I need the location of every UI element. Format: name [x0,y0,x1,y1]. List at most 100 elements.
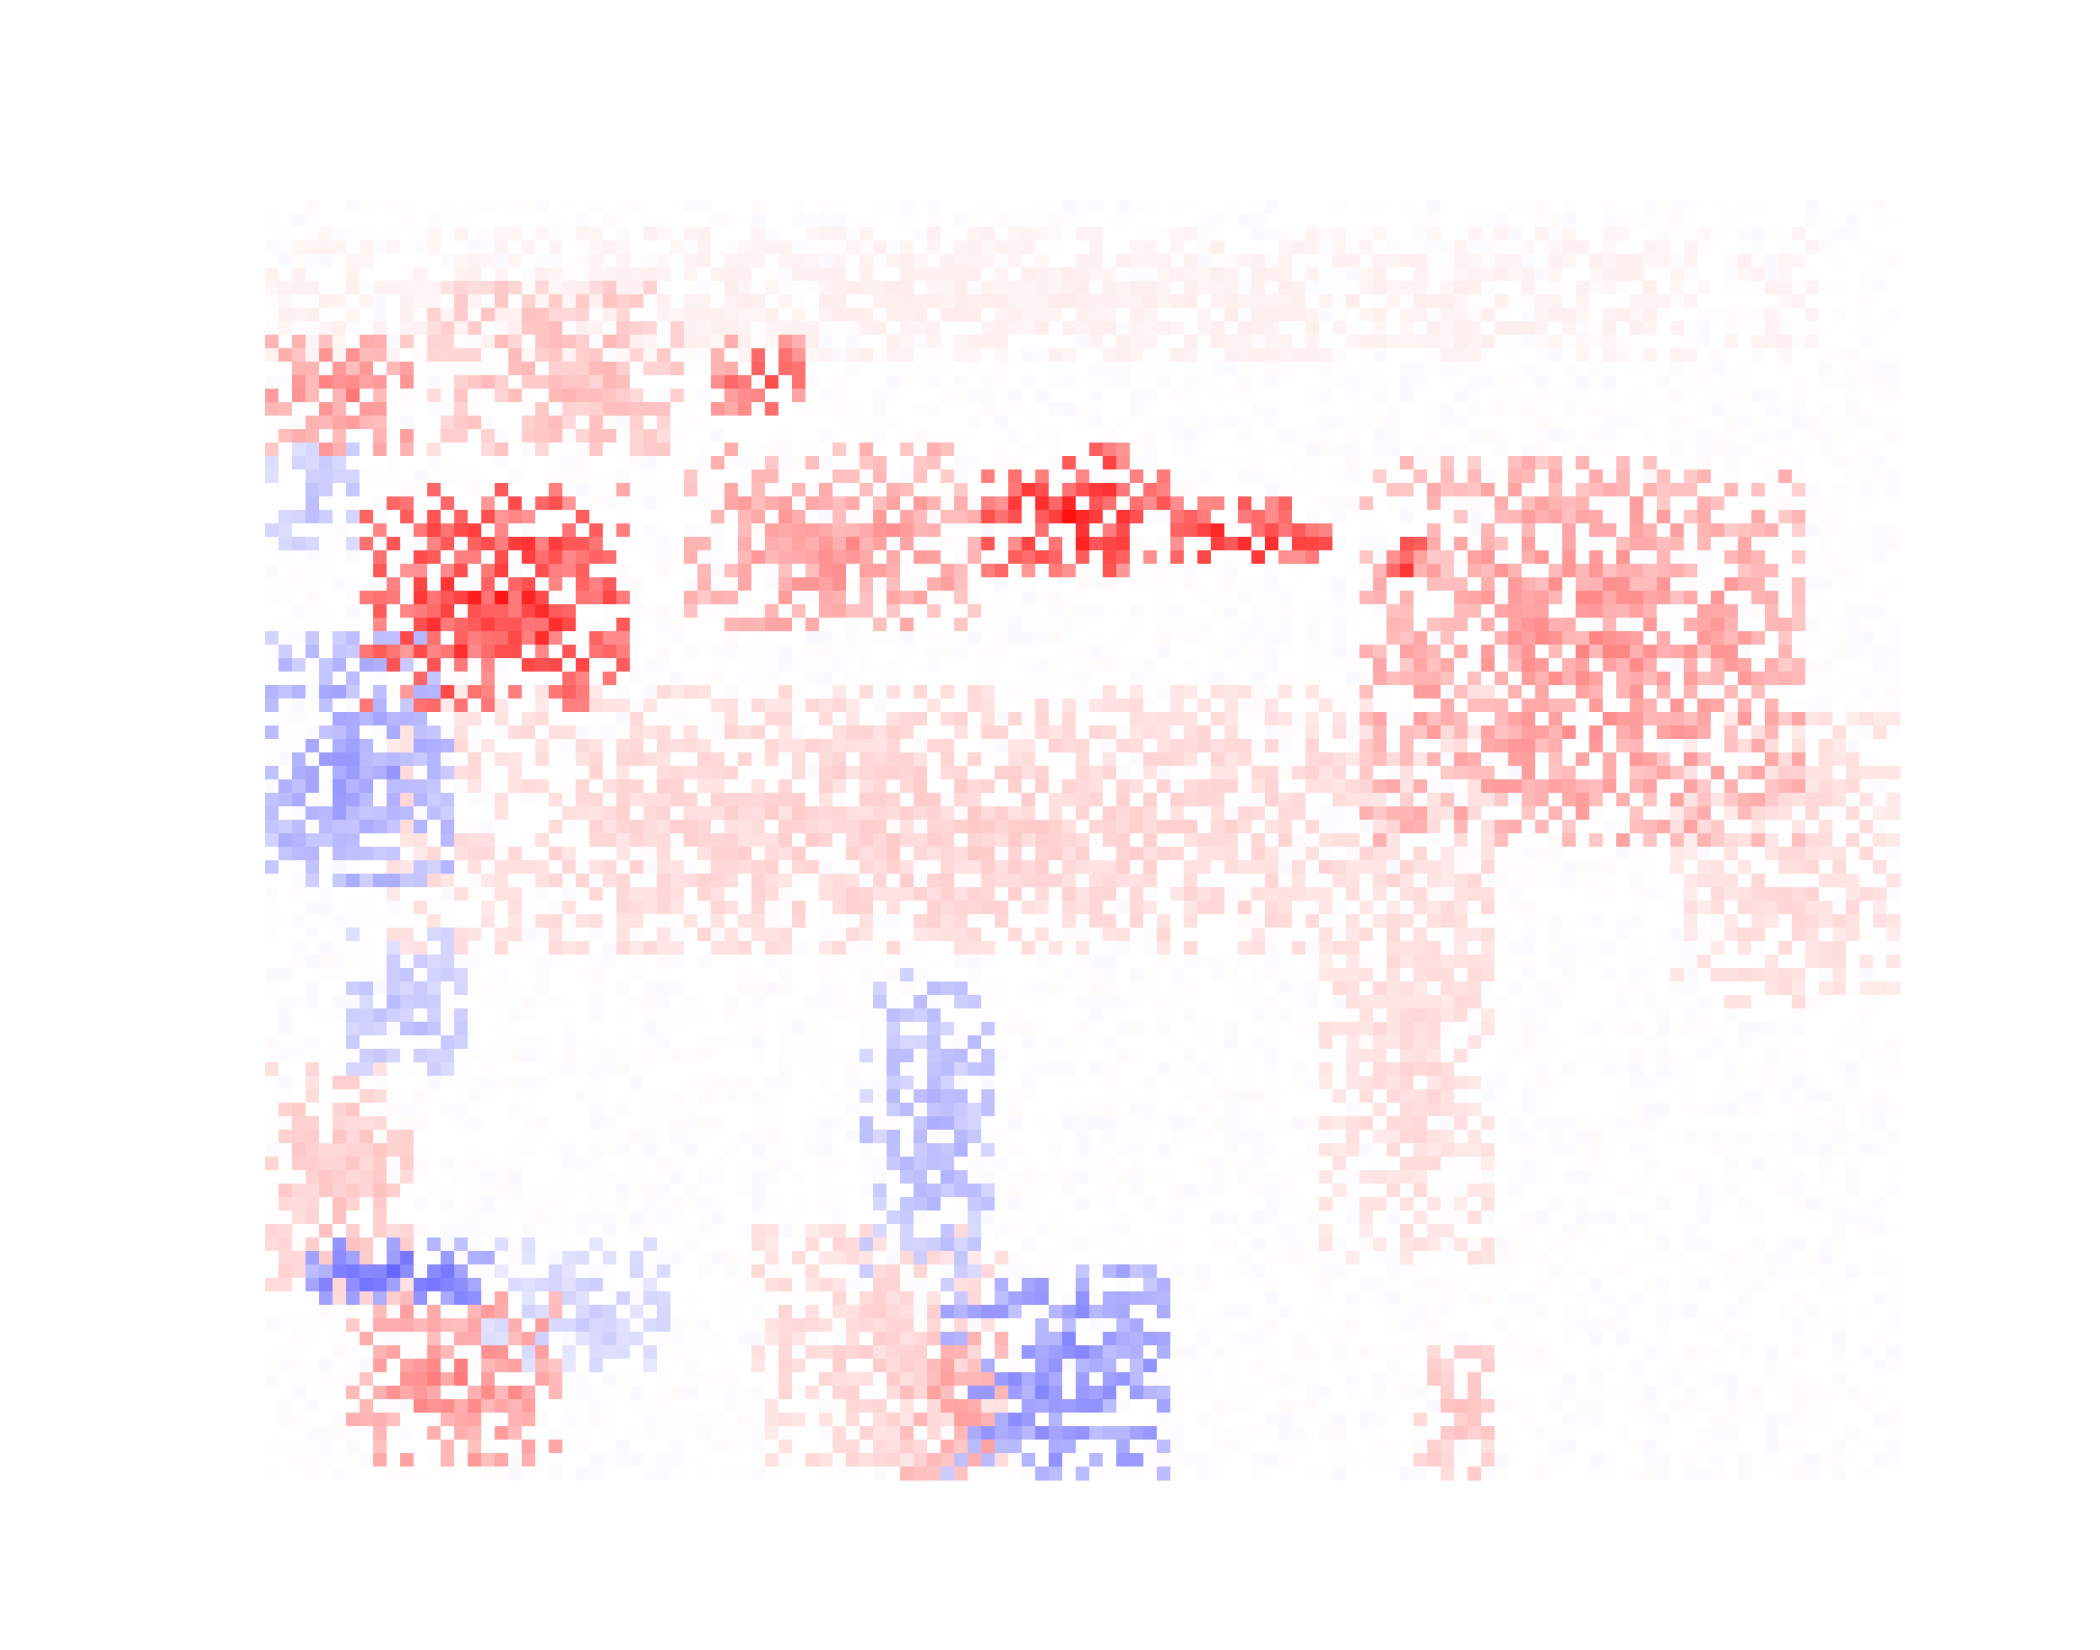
heatmap-cell [1751,294,1766,309]
heatmap-cell [940,388,955,403]
heatmap-cell [629,442,644,457]
heatmap-cell [1616,550,1631,565]
heatmap-cell [494,469,509,484]
heatmap-cell [1156,200,1171,215]
heatmap-cell [859,375,874,390]
heatmap-cell [1737,375,1752,390]
heatmap-cell [1048,388,1063,403]
heatmap-cell [454,644,469,659]
heatmap-cell [1589,402,1604,417]
heatmap-cell [413,712,428,727]
heatmap-cell [1710,725,1725,740]
heatmap-cell [994,213,1009,228]
heatmap-cell [1156,536,1171,551]
heatmap-cell [1305,496,1320,511]
heatmap-cell [656,523,671,538]
heatmap-cell [1886,280,1901,295]
heatmap-cell [616,280,631,295]
heatmap-cell [670,671,685,686]
heatmap-cell [1075,698,1090,713]
heatmap-cell [265,213,280,228]
heatmap-cell [1535,536,1550,551]
heatmap-cell [1751,280,1766,295]
heatmap-cell [913,321,928,336]
heatmap-cell [1764,200,1779,215]
heatmap-cell [1075,375,1090,390]
heatmap-cell [1805,388,1820,403]
heatmap-cell [1602,590,1617,605]
heatmap-cell [1170,725,1185,740]
heatmap-cell [494,752,509,767]
heatmap-cell [791,415,807,430]
heatmap-cell [1859,469,1874,484]
heatmap-cell [521,523,536,538]
heatmap-cell [1035,280,1050,295]
heatmap-cell [1467,685,1482,700]
heatmap-cell [1373,226,1388,242]
heatmap-cell [1264,617,1280,632]
heatmap-cell [1805,725,1820,740]
heatmap-cell [1454,402,1469,417]
heatmap-cell [1345,253,1361,268]
heatmap-cell [1197,577,1212,592]
heatmap-cell [656,321,671,336]
heatmap-cell [400,712,415,727]
heatmap-cell [791,321,807,336]
heatmap-cell [1656,361,1671,376]
heatmap-cell [1089,523,1104,538]
heatmap-cell [1156,482,1171,498]
heatmap-cell [1832,294,1847,309]
heatmap-cell [683,361,698,376]
heatmap-cell [1062,226,1077,242]
heatmap-cell [1210,415,1225,430]
heatmap-cell [1183,226,1198,242]
heatmap-cell [927,253,942,268]
heatmap-cell [1454,523,1469,538]
heatmap-cell [1818,590,1834,605]
heatmap-cell [1764,240,1779,255]
heatmap-cell [791,267,807,282]
heatmap-cell [1467,307,1482,322]
heatmap-cell [967,644,982,659]
heatmap-cell [1062,644,1077,659]
heatmap-cell [292,658,307,673]
heatmap-cell [1494,240,1509,255]
heatmap-cell [643,671,658,686]
heatmap-cell [1156,280,1171,295]
heatmap-cell [508,536,523,551]
heatmap-cell [1237,402,1252,417]
heatmap-cell [481,482,496,498]
heatmap-cell [575,442,590,457]
heatmap-cell [386,294,401,309]
heatmap-cell [1872,348,1888,363]
heatmap-cell [427,361,442,376]
heatmap-cell [1602,361,1617,376]
heatmap-cell [994,685,1009,700]
heatmap-cell [1116,321,1131,336]
heatmap-cell [292,226,307,242]
heatmap-cell [670,267,685,282]
heatmap-cell [1859,617,1874,632]
heatmap-cell [1345,523,1361,538]
heatmap-cell [427,388,442,403]
heatmap-cell [602,644,617,659]
heatmap-cell [805,563,820,578]
heatmap-cell [1224,213,1239,228]
heatmap-cell [346,725,361,740]
heatmap-cell [427,523,442,538]
heatmap-cell [1535,617,1550,632]
heatmap-cell [1237,456,1252,471]
heatmap-cell [1224,415,1239,430]
heatmap-cell [1413,523,1428,538]
heatmap-cell [1386,334,1401,349]
heatmap-cell [1021,698,1036,713]
heatmap-cell [1886,253,1901,268]
heatmap-cell [1643,375,1658,390]
heatmap-cell [548,550,563,565]
heatmap-cell [859,226,874,242]
heatmap-cell [1535,523,1550,538]
heatmap-cell [940,200,955,215]
heatmap-cell [1089,280,1104,295]
heatmap-cell [1481,563,1496,578]
heatmap-cell [1643,442,1658,457]
